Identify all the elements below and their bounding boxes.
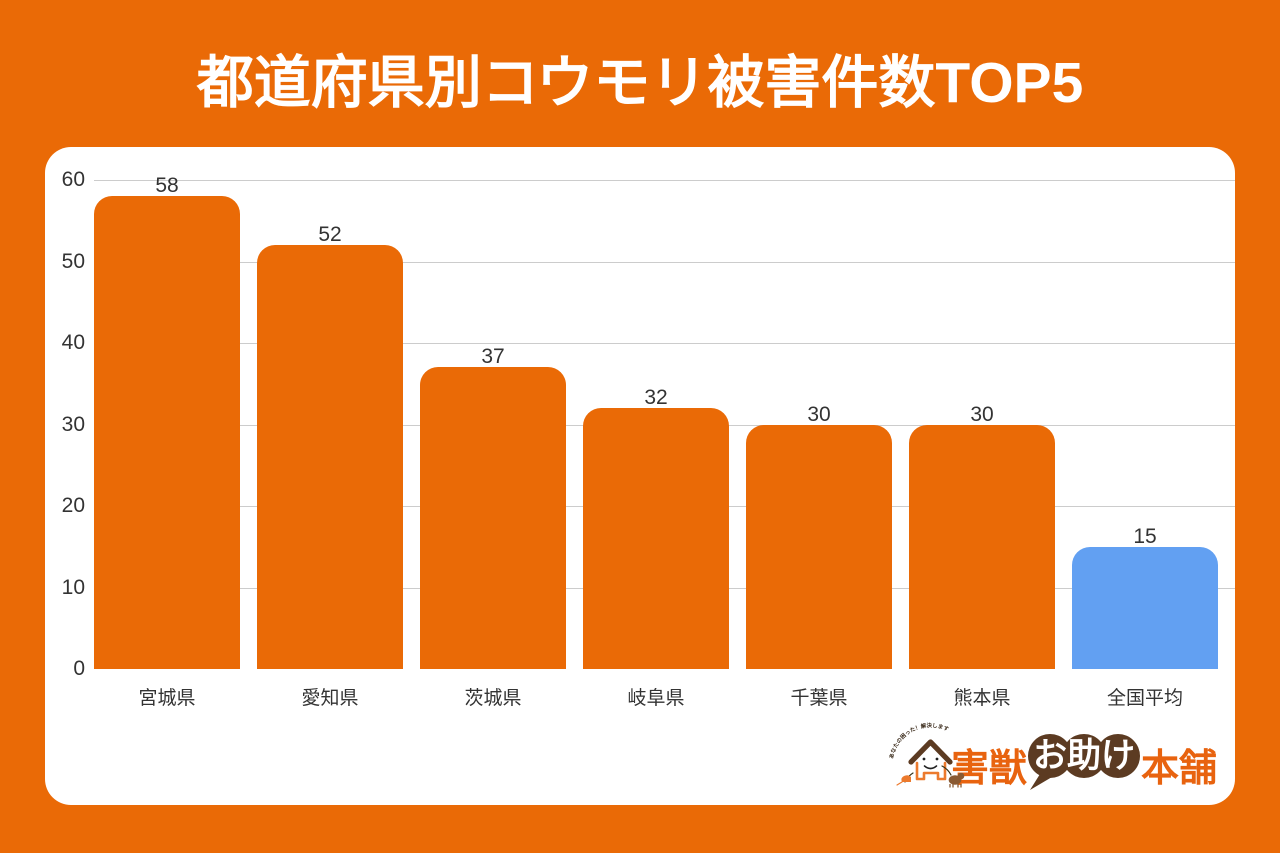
svg-text:お助け: お助け xyxy=(1033,737,1135,775)
